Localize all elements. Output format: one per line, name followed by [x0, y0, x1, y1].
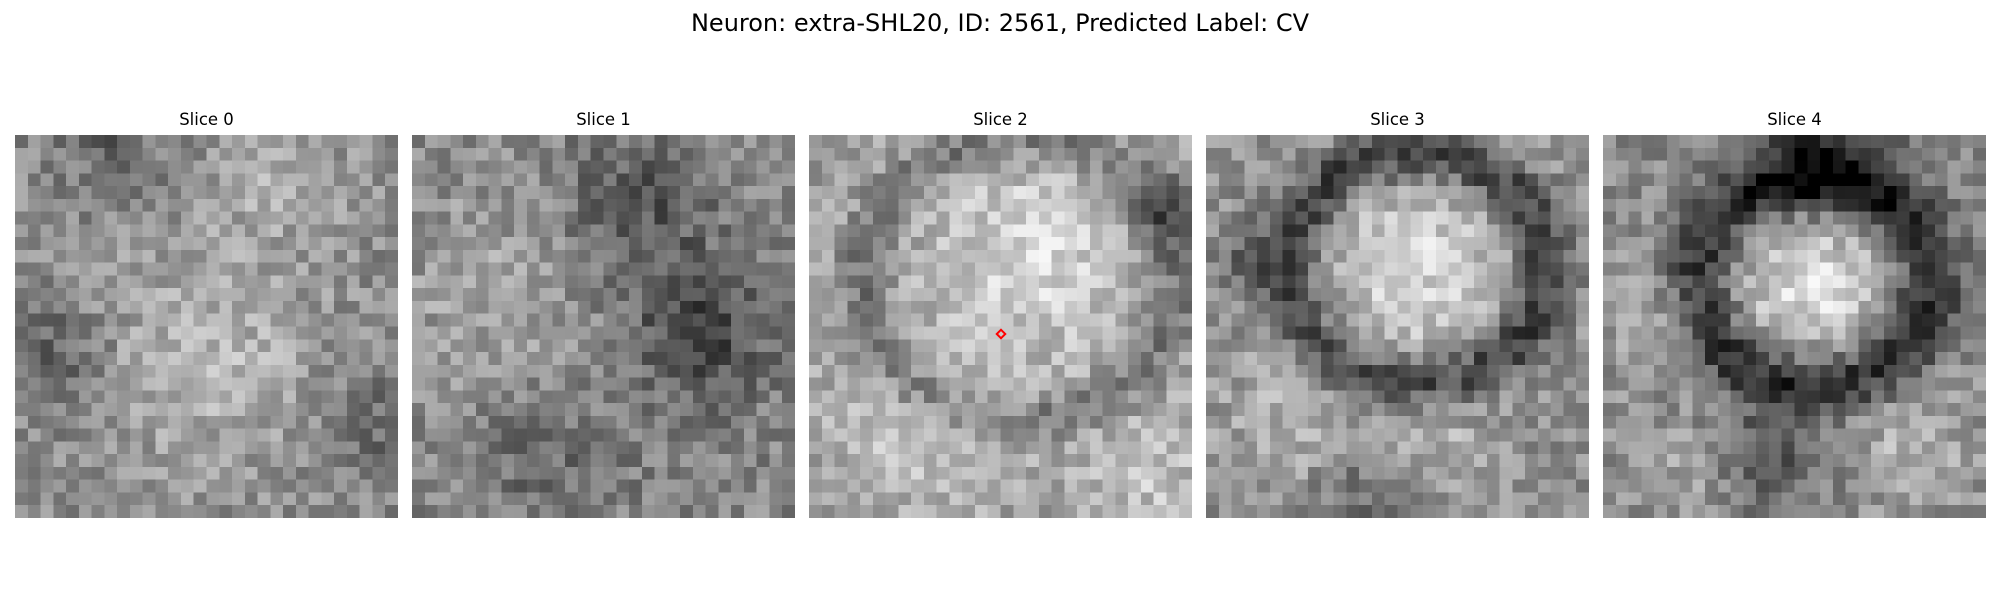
slice-panel-4: Slice 4	[1603, 108, 1986, 518]
slice-title: Slice 1	[576, 110, 631, 129]
slice-image-2	[809, 135, 1192, 518]
slice-title: Slice 4	[1767, 110, 1822, 129]
slice-title: Slice 0	[179, 110, 234, 129]
slice-panel-1: Slice 1	[412, 108, 795, 518]
slice-panel-3: Slice 3	[1206, 108, 1589, 518]
slice-title: Slice 2	[973, 110, 1028, 129]
slice-image-1	[412, 135, 795, 518]
slice-title: Slice 3	[1370, 110, 1425, 129]
figure-title: Neuron: extra-SHL20, ID: 2561, Predicted…	[690, 9, 1310, 37]
slice-panel-0: Slice 0	[15, 108, 398, 518]
slice-image-3	[1206, 135, 1589, 518]
slice-panel-2: Slice 2	[809, 108, 1192, 518]
slice-image-0	[15, 135, 398, 518]
slice-image-4	[1603, 135, 1986, 518]
